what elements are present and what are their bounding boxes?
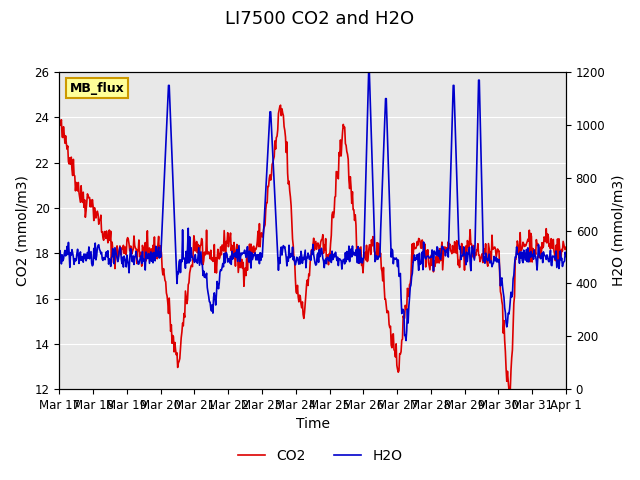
H2O xyxy=(374,254,382,260)
Y-axis label: CO2 (mmol/m3): CO2 (mmol/m3) xyxy=(15,175,29,286)
Text: MB_flux: MB_flux xyxy=(69,82,124,95)
H2O xyxy=(56,251,63,257)
H2O xyxy=(390,261,397,266)
CO2 xyxy=(195,243,203,249)
Text: LI7500 CO2 and H2O: LI7500 CO2 and H2O xyxy=(225,10,415,28)
CO2 xyxy=(390,331,397,337)
X-axis label: Time: Time xyxy=(296,418,330,432)
Line: CO2: CO2 xyxy=(60,105,566,389)
H2O xyxy=(365,69,372,75)
H2O xyxy=(402,338,410,344)
CO2 xyxy=(56,116,63,122)
H2O xyxy=(65,240,72,245)
CO2 xyxy=(116,247,124,252)
CO2 xyxy=(374,240,382,246)
CO2 xyxy=(65,159,72,165)
CO2 xyxy=(562,244,570,250)
Line: H2O: H2O xyxy=(60,72,566,341)
Y-axis label: H2O (mmol/m3): H2O (mmol/m3) xyxy=(611,175,625,287)
H2O xyxy=(168,155,176,160)
CO2 xyxy=(276,102,284,108)
CO2 xyxy=(168,340,176,346)
H2O xyxy=(116,246,124,252)
Legend: CO2, H2O: CO2, H2O xyxy=(232,443,408,468)
H2O xyxy=(195,245,203,251)
H2O xyxy=(562,253,570,259)
CO2 xyxy=(505,386,513,392)
